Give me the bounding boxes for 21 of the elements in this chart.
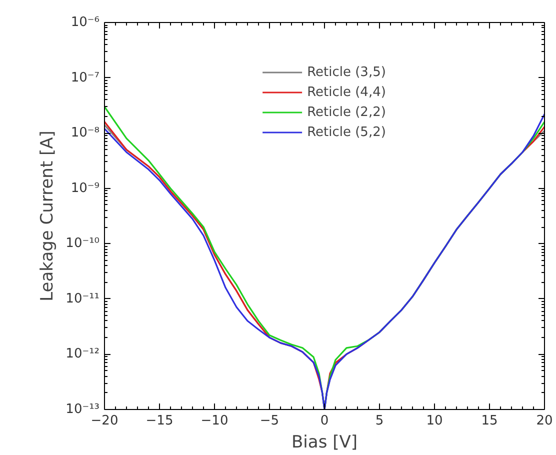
x-tick-label: −5 bbox=[260, 414, 280, 428]
y-tick-label: 10⁻⁷ bbox=[70, 70, 100, 86]
y-tick-label: 10⁻¹⁰ bbox=[66, 236, 100, 252]
x-tick-label: 20 bbox=[536, 414, 553, 428]
y-tick-label: 10⁻⁶ bbox=[70, 15, 100, 30]
legend-label: Reticle (2,2) bbox=[307, 104, 386, 120]
x-tick-label: 15 bbox=[481, 414, 498, 428]
y-axis-title: Leakage Current [A] bbox=[38, 130, 58, 302]
legend-label: Reticle (3,5) bbox=[307, 64, 386, 80]
y-tick-label: 10⁻¹² bbox=[66, 346, 100, 362]
y-tick-label: 10⁻¹¹ bbox=[66, 291, 100, 306]
y-tick-label: 10⁻⁸ bbox=[70, 126, 100, 141]
legend-label: Reticle (4,4) bbox=[307, 84, 386, 100]
x-tick-label: 5 bbox=[375, 414, 384, 428]
x-tick-label: −10 bbox=[200, 414, 228, 428]
x-axis-title: Bias [V] bbox=[292, 432, 358, 452]
x-tick-label: −15 bbox=[146, 414, 174, 428]
x-tick-label: 10 bbox=[426, 414, 443, 428]
x-tick-label: 0 bbox=[320, 414, 329, 428]
legend-label: Reticle (5,2) bbox=[307, 124, 386, 140]
y-tick-label: 10⁻⁹ bbox=[70, 180, 100, 196]
